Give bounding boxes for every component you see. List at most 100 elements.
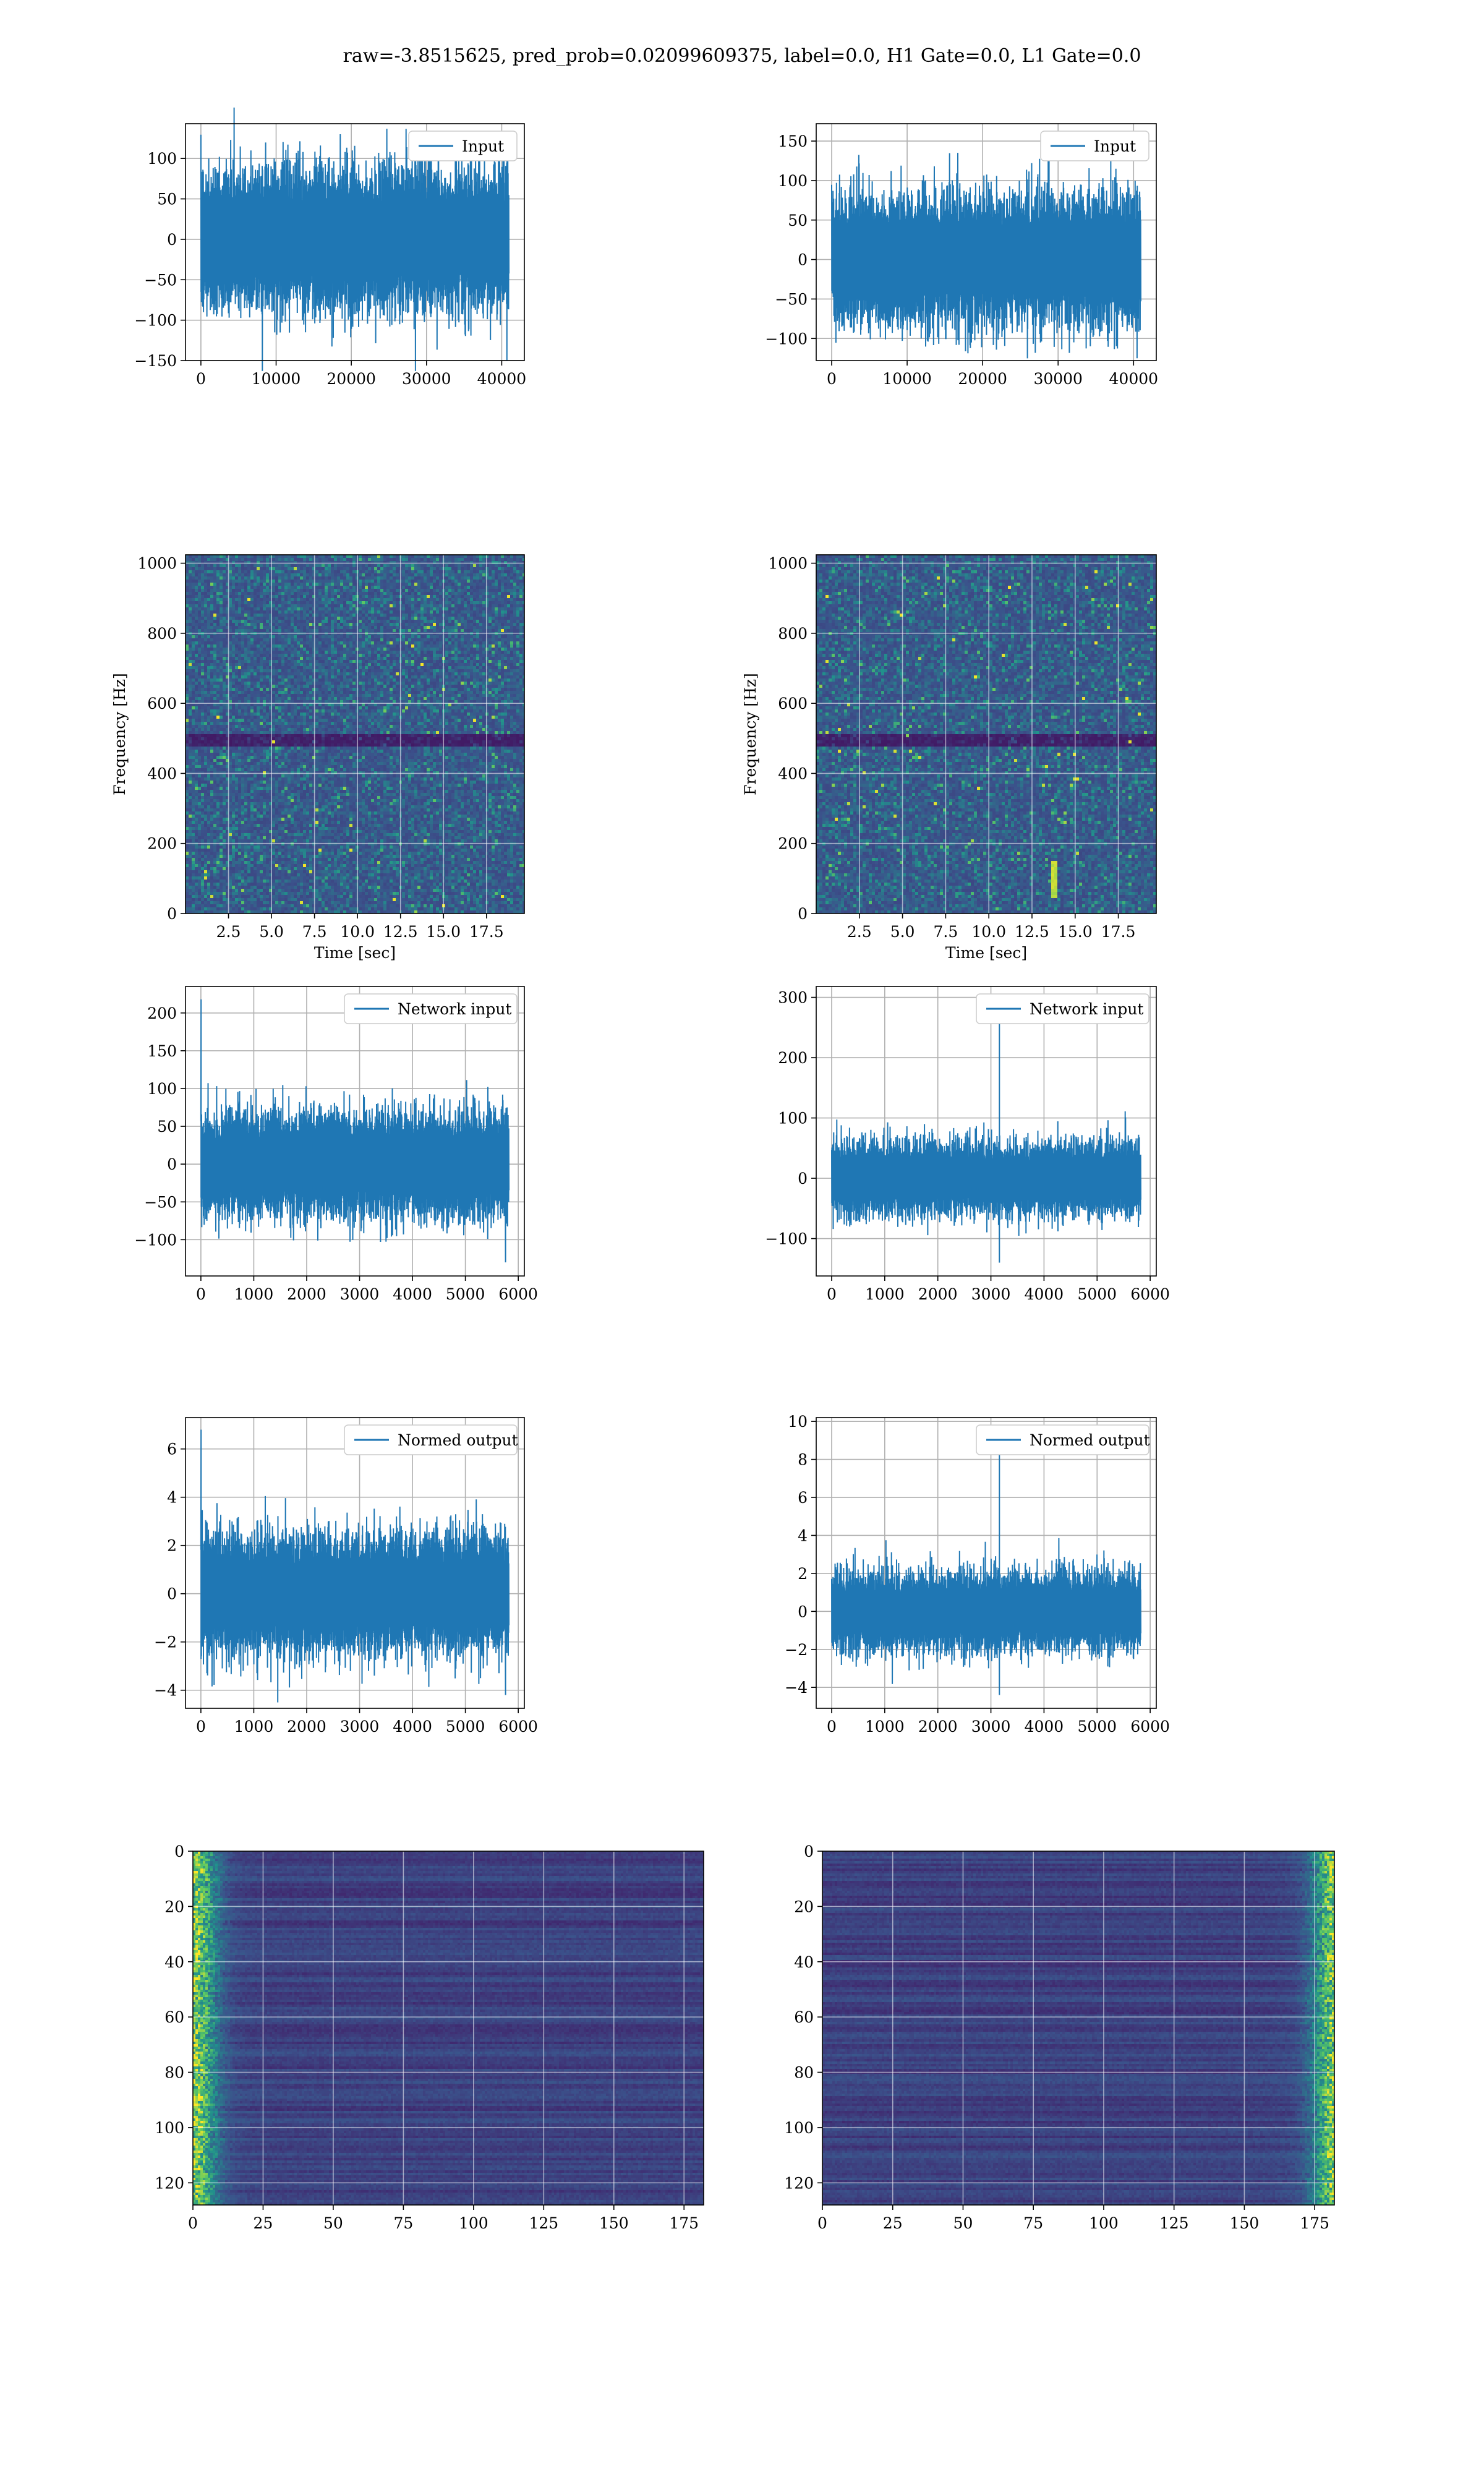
y-tick-label: 6 bbox=[167, 1440, 177, 1458]
x-tick-label: 25 bbox=[883, 2214, 903, 2232]
x-tick-label: 2.5 bbox=[847, 923, 872, 941]
x-tick-label: 1000 bbox=[865, 1285, 905, 1303]
x-tick-label: 2000 bbox=[918, 1285, 958, 1303]
series-line bbox=[832, 995, 1141, 1263]
y-tick-label: 60 bbox=[164, 2008, 184, 2026]
y-tick-label: 1000 bbox=[768, 555, 808, 573]
x-tick-label: 0 bbox=[817, 2214, 827, 2232]
y-tick-label: 0 bbox=[798, 905, 808, 923]
x-tick-label: 3000 bbox=[340, 1285, 380, 1303]
y-tick-label: 60 bbox=[794, 2008, 814, 2026]
y-tick-label: 2 bbox=[167, 1537, 177, 1555]
x-tick-label: 75 bbox=[1023, 2214, 1043, 2232]
legend: Input bbox=[409, 131, 517, 161]
x-tick-label: 6000 bbox=[1130, 1718, 1170, 1736]
x-tick-label: 3000 bbox=[971, 1718, 1011, 1736]
y-tick-label: 100 bbox=[155, 2119, 184, 2137]
x-tick-label: 25 bbox=[254, 2214, 273, 2232]
x-tick-label: 12.5 bbox=[1015, 923, 1049, 941]
y-tick-label: −100 bbox=[134, 1231, 177, 1249]
heatmap-cells bbox=[822, 1851, 1334, 2205]
x-tick-label: 175 bbox=[669, 2214, 699, 2232]
x-tick-label: 0 bbox=[196, 1718, 206, 1736]
legend: Normed output bbox=[976, 1425, 1150, 1455]
x-tick-label: 0 bbox=[827, 1285, 837, 1303]
legend-label: Input bbox=[462, 137, 504, 155]
y-tick-label: 400 bbox=[147, 764, 177, 782]
y-tick-label: 0 bbox=[167, 1155, 177, 1173]
y-tick-label: 6 bbox=[798, 1489, 808, 1507]
x-tick-label: 1000 bbox=[865, 1718, 905, 1736]
y-tick-label: 0 bbox=[167, 1585, 177, 1603]
series-line bbox=[201, 999, 509, 1262]
y-tick-label: 20 bbox=[794, 1898, 814, 1915]
heatmap-cells bbox=[816, 555, 1156, 914]
y-tick-label: 100 bbox=[784, 2119, 814, 2137]
x-tick-label: 15.0 bbox=[426, 923, 461, 941]
x-tick-label: 6000 bbox=[498, 1285, 538, 1303]
legend: Network input bbox=[344, 994, 517, 1024]
legend-label: Input bbox=[1094, 137, 1136, 155]
x-tick-label: 2000 bbox=[287, 1718, 326, 1736]
y-tick-label: 200 bbox=[147, 835, 177, 853]
x-tick-label: 7.5 bbox=[302, 923, 327, 941]
y-tick-label: 0 bbox=[167, 905, 177, 923]
x-tick-label: 2.5 bbox=[216, 923, 241, 941]
x-tick-label: 150 bbox=[1230, 2214, 1260, 2232]
y-tick-label: 300 bbox=[778, 989, 808, 1007]
y-tick-label: 8 bbox=[798, 1451, 808, 1469]
x-tick-label: 4000 bbox=[1025, 1285, 1064, 1303]
x-tick-label: 75 bbox=[393, 2214, 413, 2232]
x-tick-label: 4000 bbox=[393, 1285, 432, 1303]
x-axis-label: Time [sec] bbox=[945, 944, 1027, 962]
y-tick-label: −50 bbox=[144, 271, 177, 289]
y-tick-label: −100 bbox=[765, 330, 808, 348]
legend: Normed output bbox=[344, 1425, 518, 1455]
y-tick-label: 150 bbox=[147, 1042, 177, 1060]
y-tick-label: 200 bbox=[147, 1004, 177, 1022]
y-tick-label: −4 bbox=[154, 1682, 177, 1700]
y-tick-label: 400 bbox=[778, 764, 808, 782]
series-line bbox=[832, 1429, 1141, 1695]
x-tick-label: 7.5 bbox=[934, 923, 958, 941]
y-tick-label: 20 bbox=[164, 1898, 184, 1915]
y-tick-label: −100 bbox=[765, 1230, 808, 1248]
y-tick-label: 100 bbox=[147, 150, 177, 168]
x-tick-label: 100 bbox=[459, 2214, 488, 2232]
y-tick-label: 1000 bbox=[137, 555, 177, 573]
x-tick-label: 5000 bbox=[1077, 1718, 1117, 1736]
y-tick-label: −150 bbox=[134, 352, 177, 370]
y-tick-label: −2 bbox=[785, 1641, 808, 1659]
x-tick-label: 5000 bbox=[446, 1285, 485, 1303]
y-axis-label: Frequency [Hz] bbox=[741, 673, 759, 795]
x-tick-label: 40000 bbox=[1109, 370, 1159, 388]
legend-label: Network input bbox=[1030, 1000, 1143, 1018]
x-tick-label: 10000 bbox=[252, 370, 301, 388]
y-tick-label: 4 bbox=[798, 1526, 808, 1544]
x-tick-label: 5000 bbox=[446, 1718, 485, 1736]
x-tick-label: 20000 bbox=[326, 370, 376, 388]
figure-title: raw=-3.8515625, pred_prob=0.02099609375,… bbox=[343, 45, 1141, 67]
chart-panel-p11: 2.5 5.0 7.5 10.0 12.5 15.0 17.5020040060080010… bbox=[741, 555, 1156, 962]
y-tick-label: 50 bbox=[157, 190, 177, 208]
y-tick-label: 800 bbox=[147, 625, 177, 643]
x-tick-label: 20000 bbox=[958, 370, 1007, 388]
x-tick-label: 5000 bbox=[1077, 1285, 1117, 1303]
x-tick-label: 17.5 bbox=[469, 923, 504, 941]
heatmap-cells bbox=[186, 555, 524, 914]
x-tick-label: 10.0 bbox=[340, 923, 375, 941]
x-tick-label: 0 bbox=[196, 1285, 206, 1303]
series-line bbox=[832, 133, 1141, 358]
y-tick-label: 150 bbox=[778, 132, 808, 150]
x-tick-label: 0 bbox=[827, 370, 837, 388]
y-tick-label: 600 bbox=[778, 695, 808, 713]
y-tick-label: 120 bbox=[155, 2174, 184, 2192]
x-tick-label: 6000 bbox=[498, 1718, 538, 1736]
series-line bbox=[201, 1430, 509, 1703]
y-tick-label: −100 bbox=[134, 312, 177, 330]
legend-label: Normed output bbox=[398, 1431, 518, 1449]
